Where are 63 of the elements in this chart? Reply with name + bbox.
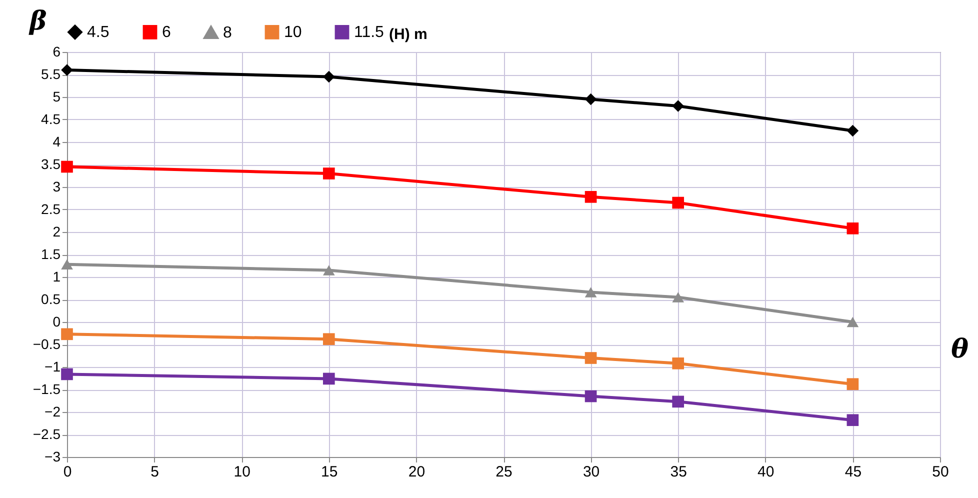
y-tick-label: 2 (52, 224, 61, 240)
y-tick-label: 3 (52, 178, 61, 194)
legend-label: 10 (284, 24, 302, 42)
point (322, 168, 335, 180)
point (846, 316, 859, 328)
point (672, 196, 684, 209)
point (61, 328, 73, 340)
x-tick-label: 5 (150, 464, 159, 480)
legend-label: 8 (223, 24, 232, 42)
point (846, 124, 859, 137)
point (846, 222, 859, 234)
point (672, 396, 684, 408)
point (322, 265, 335, 276)
y-tick-label: 6 (52, 44, 61, 60)
point (672, 100, 684, 112)
y-tick-label: 4 (52, 134, 61, 150)
point (322, 333, 335, 346)
point (61, 259, 73, 270)
legend-label: 6 (162, 24, 171, 42)
y-tick-label: −1.5 (32, 381, 61, 397)
x-tick-label: 10 (234, 464, 250, 480)
y-tick-label: 0 (52, 314, 61, 330)
y-tick-label: −3 (44, 448, 61, 464)
y-tick-label: 5.5 (41, 66, 61, 82)
legend-label: 4.5 (87, 24, 110, 42)
legend-label: 11.5 (354, 24, 384, 42)
x-tick-label: 45 (844, 464, 862, 480)
legend-title: (H) m (389, 26, 428, 43)
y-tick-label: 4.5 (41, 111, 61, 127)
x-tick-label: 20 (408, 464, 426, 480)
x-tick-label: 35 (670, 464, 687, 480)
y-tick-label: −2 (44, 404, 61, 420)
x-tick-label: 25 (496, 464, 512, 480)
x-tick-label: 50 (932, 464, 949, 480)
x-tick-label: 15 (321, 464, 338, 480)
y-tick-label: 1 (52, 268, 61, 284)
x-tick-label: 40 (758, 464, 774, 480)
point (672, 292, 684, 302)
y-tick-label: 5 (52, 88, 61, 104)
x-tick-label: 30 (582, 464, 600, 480)
point (846, 414, 859, 426)
y-tick-label: 2.5 (41, 201, 61, 217)
point (846, 378, 859, 390)
point (584, 190, 597, 203)
point (584, 390, 597, 402)
point (61, 368, 73, 380)
y-tick-label: −2.5 (32, 426, 61, 442)
point (584, 93, 597, 106)
point (61, 160, 73, 173)
y-tick-label: −1 (44, 358, 61, 374)
y-axis-title: β (28, 6, 47, 36)
y-tick-label: 3.5 (41, 156, 61, 172)
point (61, 64, 73, 76)
point (672, 357, 684, 370)
y-tick-label: 1.5 (41, 246, 61, 262)
y-tick-label: −0.5 (32, 336, 61, 352)
point (322, 70, 335, 83)
x-axis-title: θ (951, 334, 970, 364)
x-tick-label: 0 (63, 464, 72, 480)
point (584, 352, 597, 364)
point (584, 287, 597, 298)
y-tick-label: 0.5 (41, 291, 61, 307)
point (322, 372, 335, 385)
